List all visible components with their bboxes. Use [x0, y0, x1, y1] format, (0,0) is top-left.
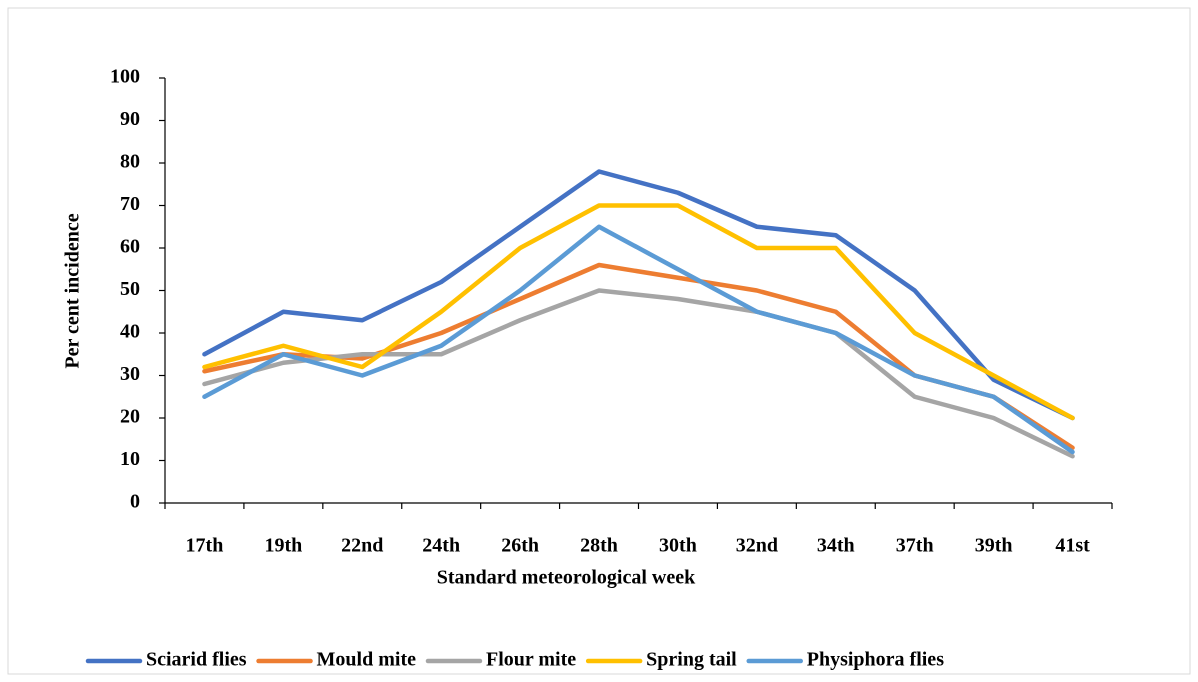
- series-line: [202, 203, 1075, 421]
- y-tick-label: 0: [130, 491, 140, 513]
- series-line: [202, 288, 1075, 459]
- chart-frame: [7, 7, 1191, 675]
- x-tick-label: 26th: [501, 535, 539, 557]
- legend-label: Spring tail: [646, 649, 737, 671]
- legend-label: Mould mite: [317, 649, 417, 671]
- x-tick-label: 30th: [659, 535, 697, 557]
- legend-label: Sciarid flies: [146, 649, 247, 671]
- x-tick-label: 17th: [186, 535, 224, 557]
- x-tick-label: 34th: [817, 535, 855, 557]
- y-tick-label: 10: [120, 448, 140, 470]
- y-tick-label: 80: [120, 151, 140, 173]
- y-tick-label: 70: [120, 193, 140, 215]
- x-tick-label: 24th: [422, 535, 460, 557]
- x-tick-label: 19th: [264, 535, 302, 557]
- x-axis-label: Standard meteorological week: [437, 567, 696, 589]
- y-tick-label: 50: [120, 278, 140, 300]
- y-tick-label: 90: [120, 108, 140, 130]
- x-tick-label: 28th: [580, 535, 618, 557]
- y-tick-label: 60: [120, 236, 140, 258]
- x-tick-label: 37th: [896, 535, 934, 557]
- series-line: [202, 224, 1075, 455]
- y-tick-label: 30: [120, 363, 140, 385]
- x-tick-label: 39th: [975, 535, 1013, 557]
- x-tick-label: 41st: [1055, 535, 1090, 557]
- y-axis-label: Per cent incidence: [62, 213, 84, 368]
- series-line: [202, 169, 1075, 421]
- y-tick-label: 100: [110, 66, 140, 88]
- y-tick-label: 40: [120, 321, 140, 343]
- x-tick-label: 32nd: [736, 535, 778, 557]
- y-tick-label: 20: [120, 406, 140, 428]
- legend-label: Physiphora flies: [807, 649, 944, 671]
- legend-label: Flour mite: [486, 649, 576, 671]
- x-tick-label: 22nd: [341, 535, 383, 557]
